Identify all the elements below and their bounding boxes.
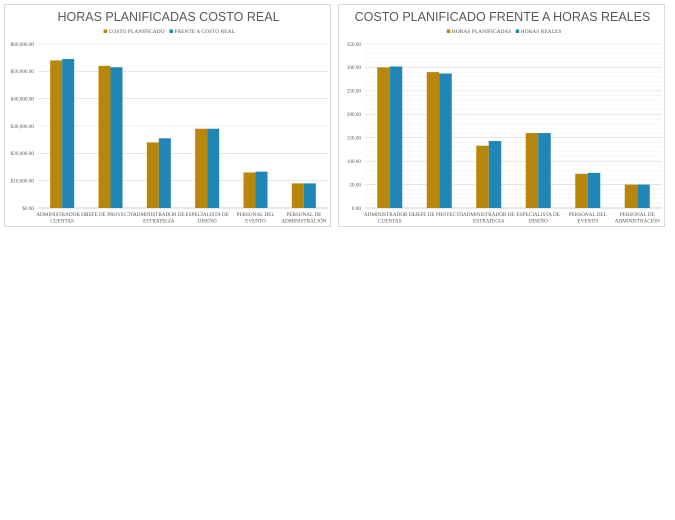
- chart-title: HORAS PLANIFICADAS COSTO REAL: [57, 10, 279, 24]
- y-tick-label: 200.00: [347, 112, 362, 118]
- bar-series1: [98, 65, 111, 208]
- legend-swatch: [515, 29, 520, 33]
- bar-series1: [525, 133, 539, 208]
- y-tick-label: 150.00: [347, 136, 362, 142]
- x-category-label: PERSONAL DE ADMINISTRACIÓN: [281, 212, 327, 225]
- bar-series2: [255, 171, 268, 208]
- bar-series1: [575, 173, 588, 208]
- bar-series2: [637, 184, 650, 208]
- bar-series2: [439, 73, 452, 209]
- bar-series2: [538, 133, 551, 208]
- bar-series2: [587, 172, 601, 208]
- y-tick-label: $20,000.00: [11, 150, 35, 157]
- y-tick-label: $30,000.00: [11, 123, 35, 130]
- bar-series2: [303, 183, 316, 208]
- x-category-label: PERSONAL DEL EVENTO: [237, 212, 275, 225]
- x-category-label: JEFE DE PROYECTO: [86, 212, 134, 218]
- chart-title: COSTO PLANIFICADO FRENTE A HORAS REALES: [355, 10, 651, 24]
- chart-panel-planned-cost-vs-actual-hours: COSTO PLANIFICADO FRENTE A HORAS REALES H…: [338, 4, 665, 227]
- y-tick-label: 0.00: [352, 206, 361, 212]
- x-category-label: ADMINISTRADOR DE CUENTAS: [364, 212, 416, 225]
- legend-label: HORAS REALES: [521, 29, 562, 35]
- bar-series2: [207, 128, 220, 208]
- x-category-label: JEFE DE PROYECTO: [415, 212, 463, 218]
- y-tick-label: $40,000.00: [11, 95, 35, 102]
- bar-series1: [146, 142, 159, 208]
- x-category-label: ADMINISTRADOR DE CUENTAS: [36, 212, 88, 225]
- x-category-label: ADMINISTRADOR DE ESTRATEGIA: [133, 212, 185, 225]
- legend-swatch: [446, 29, 451, 33]
- x-category-label: ESPECIALISTA DE DISEÑO: [517, 212, 560, 225]
- y-tick-label: $60,000.00: [11, 41, 35, 48]
- y-tick-label: $50,000.00: [11, 68, 35, 75]
- x-category-label: ESPECIALISTA DE DISEÑO: [186, 212, 229, 225]
- y-tick-label: $0.00: [22, 205, 34, 212]
- bar-series1: [195, 128, 208, 208]
- y-tick-label: 250.00: [347, 89, 362, 95]
- x-category-label: PERSONAL DEL EVENTO: [569, 212, 607, 225]
- bar-series2: [110, 67, 123, 208]
- legend-label: FRENTE A COSTO REAL: [174, 29, 235, 35]
- y-tick-label: 100.00: [347, 159, 362, 165]
- legend-swatch: [103, 29, 108, 33]
- bar-series1: [624, 184, 638, 208]
- bar-series2: [158, 138, 171, 208]
- bar-series2: [389, 66, 403, 208]
- y-tick-label: 300.00: [347, 65, 362, 71]
- x-category-label: ADMINISTRADOR DE ESTRATEGIA: [463, 212, 515, 225]
- legend: COSTO PLANIFICADO FRENTE A COSTO REAL: [103, 29, 236, 35]
- bar-series1: [377, 67, 390, 208]
- legend-label: COSTO PLANIFICADO: [109, 29, 165, 35]
- y-tick-label: 350.00: [347, 42, 362, 48]
- bar-chart-cost: HORAS PLANIFICADAS COSTO REAL COSTO PLANI…: [11, 10, 328, 225]
- bar-series1: [243, 172, 256, 208]
- bar-chart-hours: COSTO PLANIFICADO FRENTE A HORAS REALES H…: [347, 10, 662, 225]
- y-tick-label: 50.00: [349, 182, 361, 188]
- bar-series2: [488, 140, 502, 208]
- bar-series1: [426, 72, 440, 208]
- chart-panel-planned-hours-actual-cost: HORAS PLANIFICADAS COSTO REAL COSTO PLANI…: [4, 4, 331, 227]
- bar-series1: [476, 145, 489, 208]
- bar-series1: [50, 60, 63, 209]
- legend-label: HORAS PLANIFICADAS: [452, 29, 512, 35]
- bar-series1: [291, 183, 304, 208]
- x-category-label: PERSONAL DE ADMINISTRACIÓN: [615, 212, 661, 225]
- y-tick-label: $10,000.00: [11, 177, 35, 184]
- legend-swatch: [169, 29, 173, 33]
- legend: HORAS PLANIFICADAS HORAS REALES: [446, 29, 562, 35]
- bar-series2: [62, 59, 75, 209]
